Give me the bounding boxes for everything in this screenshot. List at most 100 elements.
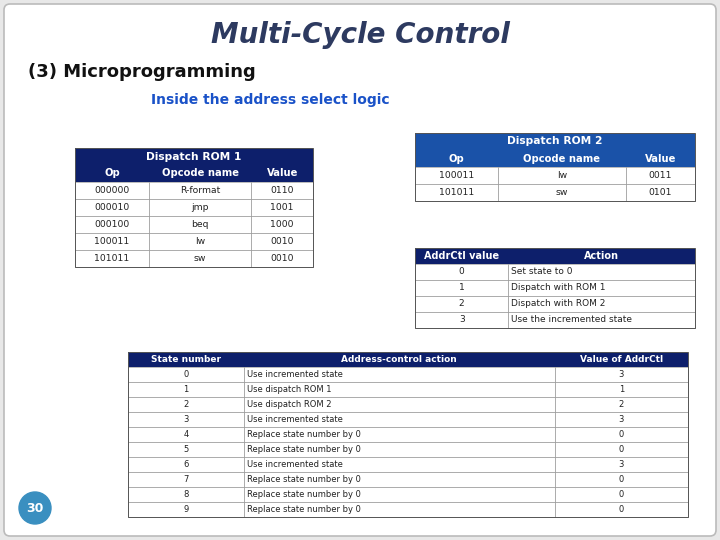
Text: lw: lw xyxy=(195,237,205,246)
Bar xyxy=(415,280,508,296)
Bar xyxy=(243,472,554,487)
Text: Use incremented state: Use incremented state xyxy=(246,415,343,424)
Text: 0: 0 xyxy=(618,475,624,484)
Bar xyxy=(128,352,243,367)
Bar xyxy=(243,367,554,382)
Text: AddrCtl value: AddrCtl value xyxy=(424,251,499,261)
Bar xyxy=(149,216,251,233)
Text: Dispatch with ROM 1: Dispatch with ROM 1 xyxy=(511,284,606,293)
Text: Set state to 0: Set state to 0 xyxy=(511,267,573,276)
Bar xyxy=(554,397,688,412)
Bar xyxy=(243,412,554,427)
Bar xyxy=(128,427,243,442)
Bar xyxy=(415,248,508,264)
Text: 1: 1 xyxy=(618,385,624,394)
Bar xyxy=(128,352,688,517)
Text: 3: 3 xyxy=(618,460,624,469)
Text: sw: sw xyxy=(194,254,207,263)
Bar xyxy=(498,167,626,184)
Bar xyxy=(75,233,149,250)
Text: 0110: 0110 xyxy=(271,186,294,195)
Text: 6: 6 xyxy=(183,460,189,469)
Bar xyxy=(149,233,251,250)
Bar xyxy=(149,165,251,182)
Text: 7: 7 xyxy=(183,475,189,484)
Text: Address-control action: Address-control action xyxy=(341,355,457,364)
Bar xyxy=(554,442,688,457)
Bar xyxy=(75,165,149,182)
Text: lw: lw xyxy=(557,171,567,180)
Bar xyxy=(554,487,688,502)
Text: 000010: 000010 xyxy=(94,203,130,212)
Text: Use the incremented state: Use the incremented state xyxy=(511,315,632,325)
Text: Dispatch ROM 1: Dispatch ROM 1 xyxy=(146,152,242,161)
Bar xyxy=(128,412,243,427)
Text: 000000: 000000 xyxy=(94,186,130,195)
Text: Opcode name: Opcode name xyxy=(162,168,238,179)
Text: 101011: 101011 xyxy=(438,188,474,197)
Bar xyxy=(508,248,695,264)
Bar xyxy=(415,184,498,201)
Bar xyxy=(251,199,313,216)
Bar xyxy=(415,264,508,280)
Text: Replace state number by 0: Replace state number by 0 xyxy=(246,475,361,484)
Bar xyxy=(508,280,695,296)
Bar xyxy=(415,296,508,312)
Bar xyxy=(75,182,149,199)
Bar xyxy=(508,264,695,280)
Text: 1000: 1000 xyxy=(271,220,294,229)
Bar xyxy=(128,397,243,412)
Text: Replace state number by 0: Replace state number by 0 xyxy=(246,430,361,439)
Text: 4: 4 xyxy=(183,430,189,439)
Text: Use dispatch ROM 1: Use dispatch ROM 1 xyxy=(246,385,331,394)
Bar xyxy=(251,250,313,267)
Text: 2: 2 xyxy=(183,400,189,409)
Bar xyxy=(415,312,508,328)
Text: Inside the address select logic: Inside the address select logic xyxy=(150,93,390,107)
Text: 000100: 000100 xyxy=(94,220,130,229)
Text: (3) Microprogramming: (3) Microprogramming xyxy=(28,63,256,81)
Text: 30: 30 xyxy=(27,502,44,515)
Bar xyxy=(554,412,688,427)
Text: 3: 3 xyxy=(459,315,464,325)
Text: 1: 1 xyxy=(459,284,464,293)
Bar xyxy=(243,487,554,502)
Text: 0: 0 xyxy=(618,445,624,454)
Bar xyxy=(415,248,695,328)
Bar xyxy=(415,133,695,150)
Text: jmp: jmp xyxy=(192,203,209,212)
Text: 100011: 100011 xyxy=(94,237,130,246)
Bar xyxy=(243,442,554,457)
Text: R-format: R-format xyxy=(180,186,220,195)
Text: 100011: 100011 xyxy=(438,171,474,180)
Text: sw: sw xyxy=(556,188,568,197)
Text: 3: 3 xyxy=(618,415,624,424)
Bar xyxy=(128,442,243,457)
Text: Replace state number by 0: Replace state number by 0 xyxy=(246,505,361,514)
Bar xyxy=(508,312,695,328)
Bar xyxy=(415,167,498,184)
Bar xyxy=(128,502,243,517)
Text: Replace state number by 0: Replace state number by 0 xyxy=(246,445,361,454)
Bar xyxy=(626,167,695,184)
Bar xyxy=(554,427,688,442)
Bar xyxy=(75,216,149,233)
Bar xyxy=(554,352,688,367)
Bar xyxy=(498,184,626,201)
Bar xyxy=(626,150,695,167)
Text: Op: Op xyxy=(104,168,120,179)
Text: Dispatch ROM 2: Dispatch ROM 2 xyxy=(508,137,603,146)
Text: 9: 9 xyxy=(183,505,189,514)
Text: 2: 2 xyxy=(618,400,624,409)
Bar xyxy=(149,199,251,216)
Text: 0: 0 xyxy=(183,370,189,379)
Bar xyxy=(128,487,243,502)
Text: beq: beq xyxy=(192,220,209,229)
Bar xyxy=(251,182,313,199)
Text: Value: Value xyxy=(266,168,298,179)
Text: 3: 3 xyxy=(183,415,189,424)
Bar xyxy=(243,427,554,442)
Bar xyxy=(75,250,149,267)
Text: Use incremented state: Use incremented state xyxy=(246,460,343,469)
Bar xyxy=(554,472,688,487)
